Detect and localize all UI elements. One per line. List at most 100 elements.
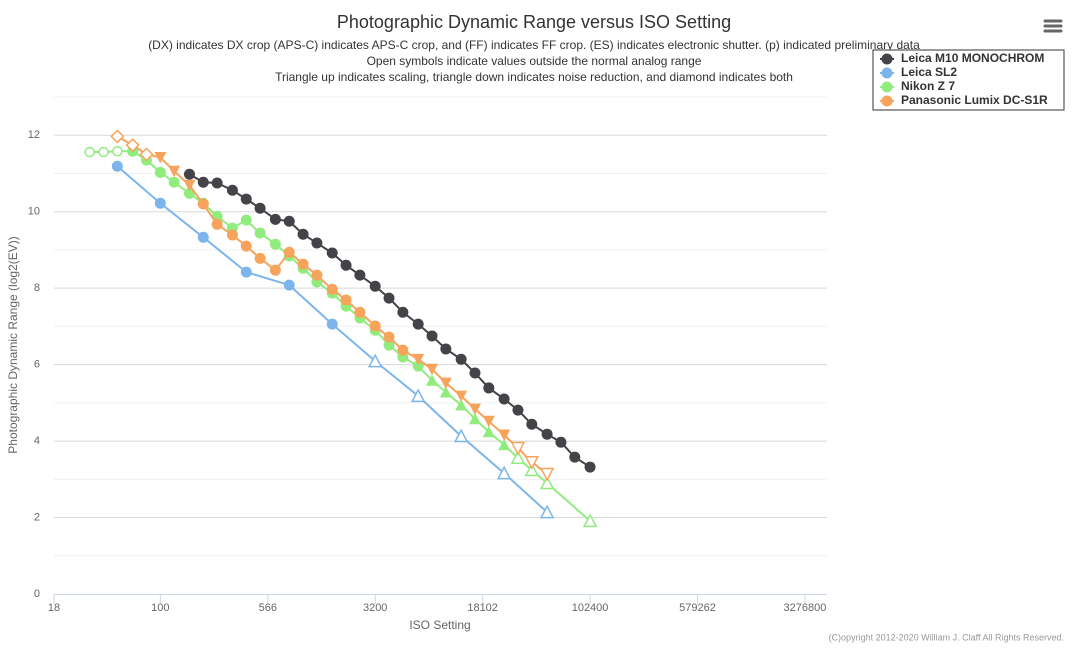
point — [541, 428, 553, 440]
point — [412, 360, 424, 372]
point — [496, 465, 512, 480]
subtitle: (DX) indicates DX crop (APS-C) indicates… — [148, 38, 920, 52]
credit: (C)opyright 2012-2020 William J. Claff A… — [829, 632, 1064, 642]
y-tick-label: 12 — [28, 129, 40, 141]
point — [510, 450, 526, 465]
series — [183, 168, 596, 473]
point — [412, 318, 424, 330]
point — [197, 198, 209, 210]
point — [369, 320, 381, 332]
point — [311, 237, 323, 249]
point — [453, 428, 469, 443]
legend-label: Leica M10 MONOCHROM — [901, 51, 1044, 65]
point — [455, 390, 468, 402]
chart-title: Photographic Dynamic Range versus ISO Se… — [337, 12, 731, 32]
y-tick-label: 6 — [34, 359, 40, 371]
point — [211, 177, 223, 189]
point — [269, 238, 281, 250]
point — [412, 353, 425, 366]
point — [383, 339, 395, 351]
point — [340, 259, 352, 271]
point — [440, 343, 452, 355]
x-tick-label: 102400 — [572, 602, 609, 614]
point — [498, 429, 511, 441]
subtitle: Open symbols indicate values outside the… — [367, 54, 702, 68]
point — [512, 404, 524, 416]
subtitle: Triangle up indicates scaling, triangle … — [275, 70, 793, 84]
point — [154, 197, 166, 209]
legend-marker — [881, 53, 893, 65]
menu-icon[interactable] — [1043, 19, 1063, 33]
point — [197, 231, 209, 243]
point — [125, 138, 140, 153]
point — [326, 247, 338, 259]
point — [439, 386, 452, 398]
point — [112, 146, 123, 157]
point — [468, 412, 481, 425]
point — [283, 279, 295, 291]
point — [326, 318, 338, 330]
menu-button[interactable] — [1040, 14, 1066, 38]
point — [297, 228, 309, 240]
x-tick-label: 566 — [259, 602, 277, 614]
series — [110, 129, 555, 482]
point — [139, 147, 154, 162]
x-tick-label: 3276800 — [784, 602, 827, 614]
point — [283, 246, 295, 258]
point — [369, 280, 381, 292]
legend-label: Panasonic Lumix DC-S1R — [901, 93, 1048, 107]
point — [168, 165, 181, 178]
x-tick-label: 3200 — [363, 602, 387, 614]
point — [539, 467, 555, 482]
point — [168, 176, 180, 188]
point — [98, 146, 109, 158]
point — [469, 367, 481, 379]
point — [426, 330, 438, 342]
point — [297, 258, 309, 270]
point — [183, 168, 195, 180]
legend-marker — [881, 95, 893, 107]
point — [539, 504, 555, 519]
plot-area — [84, 129, 598, 528]
point — [240, 266, 252, 278]
series-line — [89, 150, 591, 522]
y-axis-title: Photographic Dynamic Range (log2(EV)) — [6, 236, 20, 453]
legend-marker — [881, 67, 893, 79]
y-tick-label: 4 — [34, 435, 40, 447]
point — [84, 146, 95, 158]
point — [482, 415, 495, 428]
y-tick-label: 0 — [34, 588, 40, 600]
point — [240, 214, 252, 226]
point — [154, 166, 166, 178]
x-tick-label: 579262 — [679, 602, 716, 614]
point — [498, 393, 510, 405]
point — [539, 475, 555, 490]
point — [197, 176, 209, 188]
point — [354, 269, 366, 281]
legend-label: Nikon Z 7 — [901, 79, 955, 93]
point — [311, 269, 323, 281]
x-tick-label: 100 — [151, 602, 169, 614]
y-tick-label: 8 — [34, 282, 40, 294]
point — [183, 179, 196, 192]
point — [582, 513, 598, 528]
point — [269, 264, 281, 276]
point — [524, 455, 540, 470]
point — [455, 399, 468, 411]
point — [397, 306, 409, 318]
point — [110, 129, 125, 144]
point — [254, 227, 266, 239]
point — [455, 353, 467, 365]
y-tick-label: 10 — [28, 206, 40, 218]
point — [498, 438, 511, 451]
x-tick-label: 18102 — [467, 602, 498, 614]
point — [226, 229, 238, 241]
point — [510, 441, 526, 456]
point — [383, 331, 395, 343]
point — [111, 160, 123, 172]
point — [410, 388, 426, 403]
legend-label: Leica SL2 — [901, 65, 957, 79]
